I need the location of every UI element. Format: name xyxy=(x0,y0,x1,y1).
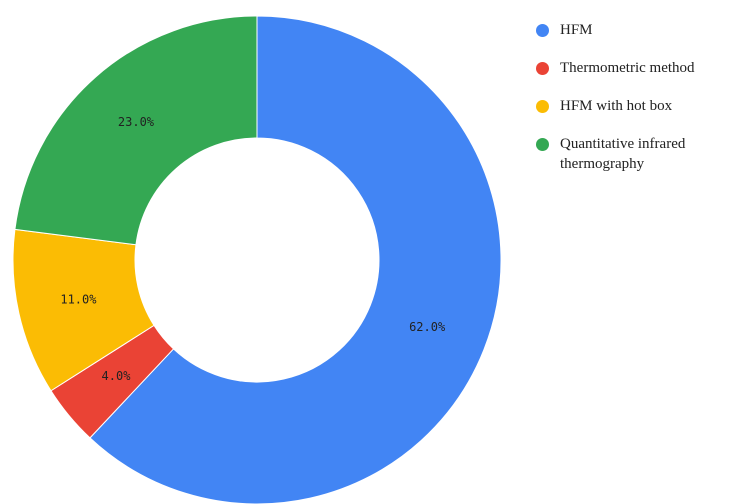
legend: HFM Thermometric method HFM with hot box Qu… xyxy=(536,20,736,192)
legend-marker xyxy=(536,24,549,37)
legend-item: HFM xyxy=(536,20,736,40)
legend-label: Thermometric method xyxy=(560,60,695,76)
legend-label: HFM xyxy=(560,22,593,38)
slice-label: 23.0% xyxy=(118,115,155,129)
slice xyxy=(14,15,258,246)
chart: 62.0% 4.0% 11.0% 23.0% xyxy=(12,15,502,504)
slice-label: 62.0% xyxy=(409,320,446,334)
legend-marker xyxy=(536,62,549,75)
legend-item: HFM with hot box xyxy=(536,96,736,116)
slice-label: 11.0% xyxy=(60,292,97,306)
legend-marker xyxy=(536,138,549,151)
legend-label: HFM with hot box xyxy=(560,98,673,114)
legend-marker xyxy=(536,100,549,113)
legend-item: Thermometric method xyxy=(536,58,736,78)
legend-label: Quantitative infrared thermography xyxy=(560,136,686,172)
legend-item: Quantitative infrared thermography xyxy=(536,134,736,174)
slice xyxy=(89,15,502,504)
slice-label: 4.0% xyxy=(102,369,132,383)
